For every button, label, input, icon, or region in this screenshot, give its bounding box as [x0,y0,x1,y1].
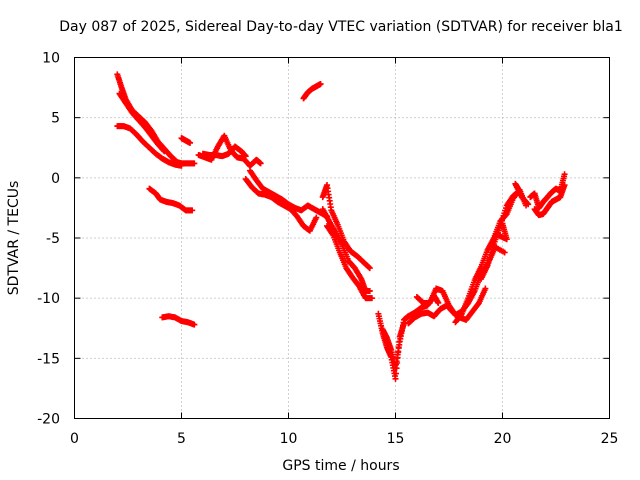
data-point-marker [435,299,442,306]
data-point-marker [187,139,194,146]
data-point-marker [368,295,375,302]
y-tick-label: -15 [37,351,60,367]
data-point-marker [189,207,196,214]
series-arc-21 [488,220,510,256]
series-arc-12 [319,206,373,294]
series-arc-23 [531,182,568,219]
data-point-marker [191,321,198,328]
data-point-marker [561,182,568,189]
y-tick-label: -10 [37,291,60,307]
series-arc-2 [114,123,185,169]
y-tick-label: 10 [42,51,60,67]
x-tick-label: 15 [387,431,405,447]
series-arc-13 [324,222,375,302]
data-point-marker [161,148,168,155]
series-arc-14 [319,182,373,272]
data-points [114,71,568,382]
data-point-marker [482,285,489,292]
series-arc-6 [159,313,198,328]
series-arc-5 [146,185,196,214]
data-point-marker [458,311,465,318]
series-arc-8 [199,143,249,160]
x-tick-label: 25 [601,431,619,447]
series-arc-4 [178,135,194,146]
data-point-marker [393,370,400,377]
data-point-marker [257,160,264,167]
data-point-marker [561,171,568,178]
x-axis-title: GPS time / hours [282,458,399,474]
data-point-marker [392,375,399,382]
data-point-marker [317,80,324,87]
y-tick-label: -20 [37,412,60,428]
x-tick-label: 10 [280,431,298,447]
data-point-marker [366,265,373,272]
chart-title: Day 087 of 2025, Sidereal Day-to-day VTE… [59,19,622,35]
y-tick-label: 5 [51,111,60,127]
y-axis-title: SDTVAR / TECUs [6,181,22,296]
x-axis-ticks: 0 5 10 15 20 25 [70,57,619,447]
data-point-marker [191,160,198,167]
x-tick-label: 0 [70,431,79,447]
series-arc-22 [527,171,568,211]
data-point-marker [160,147,167,154]
data-point-marker [242,153,249,160]
y-tick-label: 0 [51,171,60,187]
data-point-marker [366,287,373,294]
series-arc-3 [116,90,168,155]
y-axis-ticks: -20 -15 -10 -5 0 5 10 [37,51,610,428]
data-point-marker [501,249,508,256]
series-arc-11 [300,80,324,102]
data-point-marker [178,162,185,169]
data-point-marker [524,200,531,207]
data-point-marker [525,201,532,208]
data-point-marker [313,214,320,221]
x-tick-label: 5 [177,431,186,447]
y-tick-label: -5 [46,231,60,247]
series-arc-7 [195,132,264,169]
x-tick-label: 20 [494,431,512,447]
